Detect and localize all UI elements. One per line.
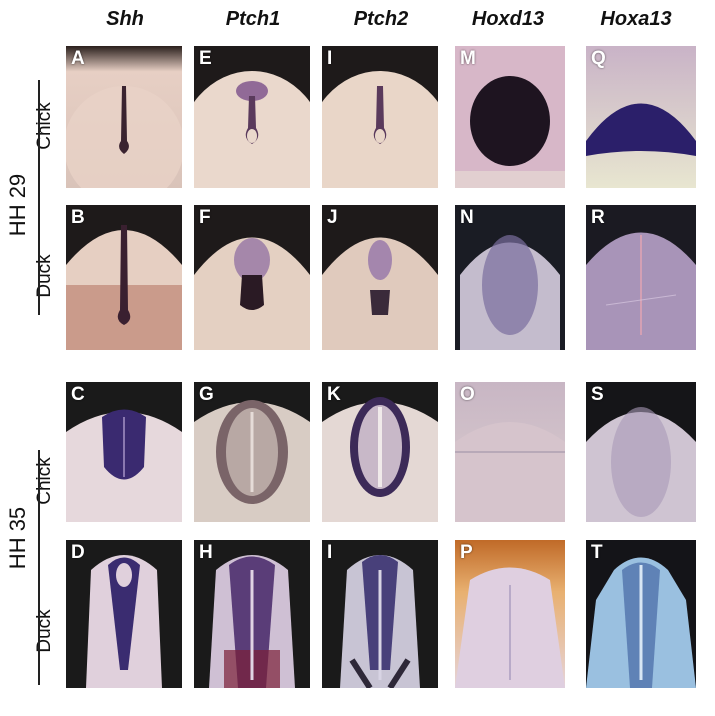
panel-a: A (66, 46, 182, 188)
panel-l: I (322, 540, 438, 688)
panel-m: M (455, 46, 565, 188)
panel-f-image (194, 205, 310, 350)
panel-t-image (586, 540, 696, 688)
column-header-shh: Shh (106, 8, 144, 30)
stage-label-hh35: HH 35 (5, 506, 30, 570)
panel-letter-s: S (591, 384, 604, 405)
panel-letter-i: I (327, 48, 333, 69)
panel-q: Q (586, 46, 696, 188)
panel-h-image (194, 540, 310, 688)
panel-letter-o: O (460, 384, 475, 405)
panel-letter-m: M (460, 48, 476, 69)
panel-letter-l: I (327, 542, 333, 563)
divider-hh35 (38, 450, 40, 685)
panel-o: O (455, 382, 565, 522)
panel-letter-d: D (71, 542, 85, 563)
panel-letter-j: J (327, 207, 338, 228)
panel-n: N (455, 205, 565, 350)
panel-letter-f: F (199, 207, 211, 228)
panel-p-image (455, 540, 565, 688)
panel-letter-a: A (71, 48, 85, 69)
panel-i-image (322, 46, 438, 188)
panel-d-image (66, 540, 182, 688)
panel-e-image (194, 46, 310, 188)
stage-label-hh29: HH 29 (5, 173, 30, 237)
panel-n-image (455, 205, 565, 350)
panel-j-image (322, 205, 438, 350)
panel-k: K (322, 382, 438, 522)
panel-k-image (322, 382, 438, 522)
divider-hh29 (38, 80, 40, 315)
panel-g-image (194, 382, 310, 522)
panel-h: H (194, 540, 310, 688)
panel-j: J (322, 205, 438, 350)
column-header-hoxd13: Hoxd13 (471, 8, 545, 30)
panel-letter-q: Q (591, 48, 606, 69)
column-header-hoxa13: Hoxa13 (600, 8, 672, 30)
panel-i: I (322, 46, 438, 188)
panel-letter-g: G (199, 384, 214, 405)
panel-s-image (586, 382, 696, 522)
panel-letter-p: P (460, 542, 473, 563)
panel-r-image (586, 205, 696, 350)
panel-l-image (322, 540, 438, 688)
panel-g: G (194, 382, 310, 522)
panel-b-image (66, 205, 182, 350)
panel-letter-b: B (71, 207, 85, 228)
panel-c-image (66, 382, 182, 522)
panel-o-image (455, 382, 565, 522)
panel-letter-c: C (71, 384, 85, 405)
panel-letter-k: K (327, 384, 341, 405)
panel-r: R (586, 205, 696, 350)
panel-d: D (66, 540, 182, 688)
panel-letter-r: R (591, 207, 605, 228)
panel-q-image (586, 46, 696, 188)
panel-a-image (66, 46, 182, 188)
panel-b: B (66, 205, 182, 350)
panel-p: P (455, 540, 565, 688)
panel-letter-h: H (199, 542, 213, 563)
column-header-ptch1: Ptch1 (225, 8, 281, 30)
panel-m-image (455, 46, 565, 188)
panel-letter-n: N (460, 207, 474, 228)
panel-e: E (194, 46, 310, 188)
panel-s: S (586, 382, 696, 522)
panel-t: T (586, 540, 696, 688)
panel-f: F (194, 205, 310, 350)
panel-letter-e: E (199, 48, 212, 69)
panel-c: C (66, 382, 182, 522)
panel-letter-t: T (591, 542, 603, 563)
column-header-ptch2: Ptch2 (353, 8, 409, 30)
